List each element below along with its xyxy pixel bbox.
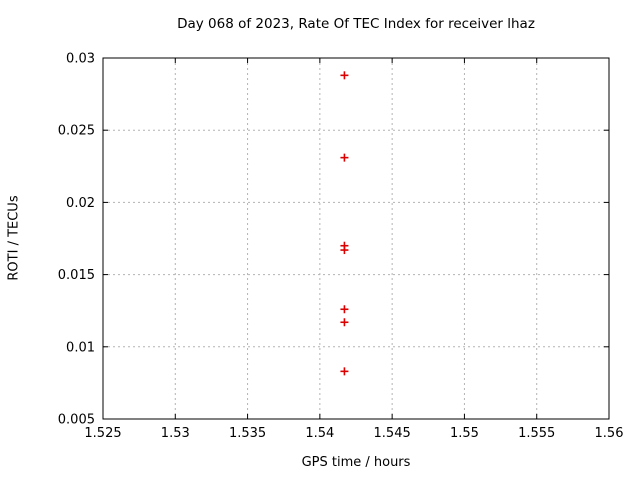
y-tick-label: 0.02 (66, 196, 95, 211)
y-tick-label: 0.025 (58, 124, 95, 139)
plot-border (102, 57, 610, 420)
x-axis-label: GPS time / hours (301, 455, 411, 470)
x-tick-label: 1.55 (450, 426, 479, 441)
x-tick-label: 1.545 (374, 426, 411, 441)
x-tick-label: 1.525 (84, 426, 121, 441)
x-tick-label: 1.555 (518, 426, 555, 441)
y-axis-label: ROTI / TECUs (6, 195, 22, 281)
y-tick-label: 0.03 (66, 52, 95, 67)
x-tick-label: 1.535 (229, 426, 266, 441)
x-tick-label: 1.56 (595, 426, 624, 441)
x-tick-label: 1.53 (161, 426, 190, 441)
x-tick-label: 1.54 (305, 426, 334, 441)
y-tick-label: 0.005 (58, 413, 95, 428)
chart-title: Day 068 of 2023, Rate Of TEC Index for r… (177, 16, 535, 32)
y-tick-label: 0.015 (58, 268, 95, 283)
y-tick-label: 0.01 (66, 340, 95, 355)
